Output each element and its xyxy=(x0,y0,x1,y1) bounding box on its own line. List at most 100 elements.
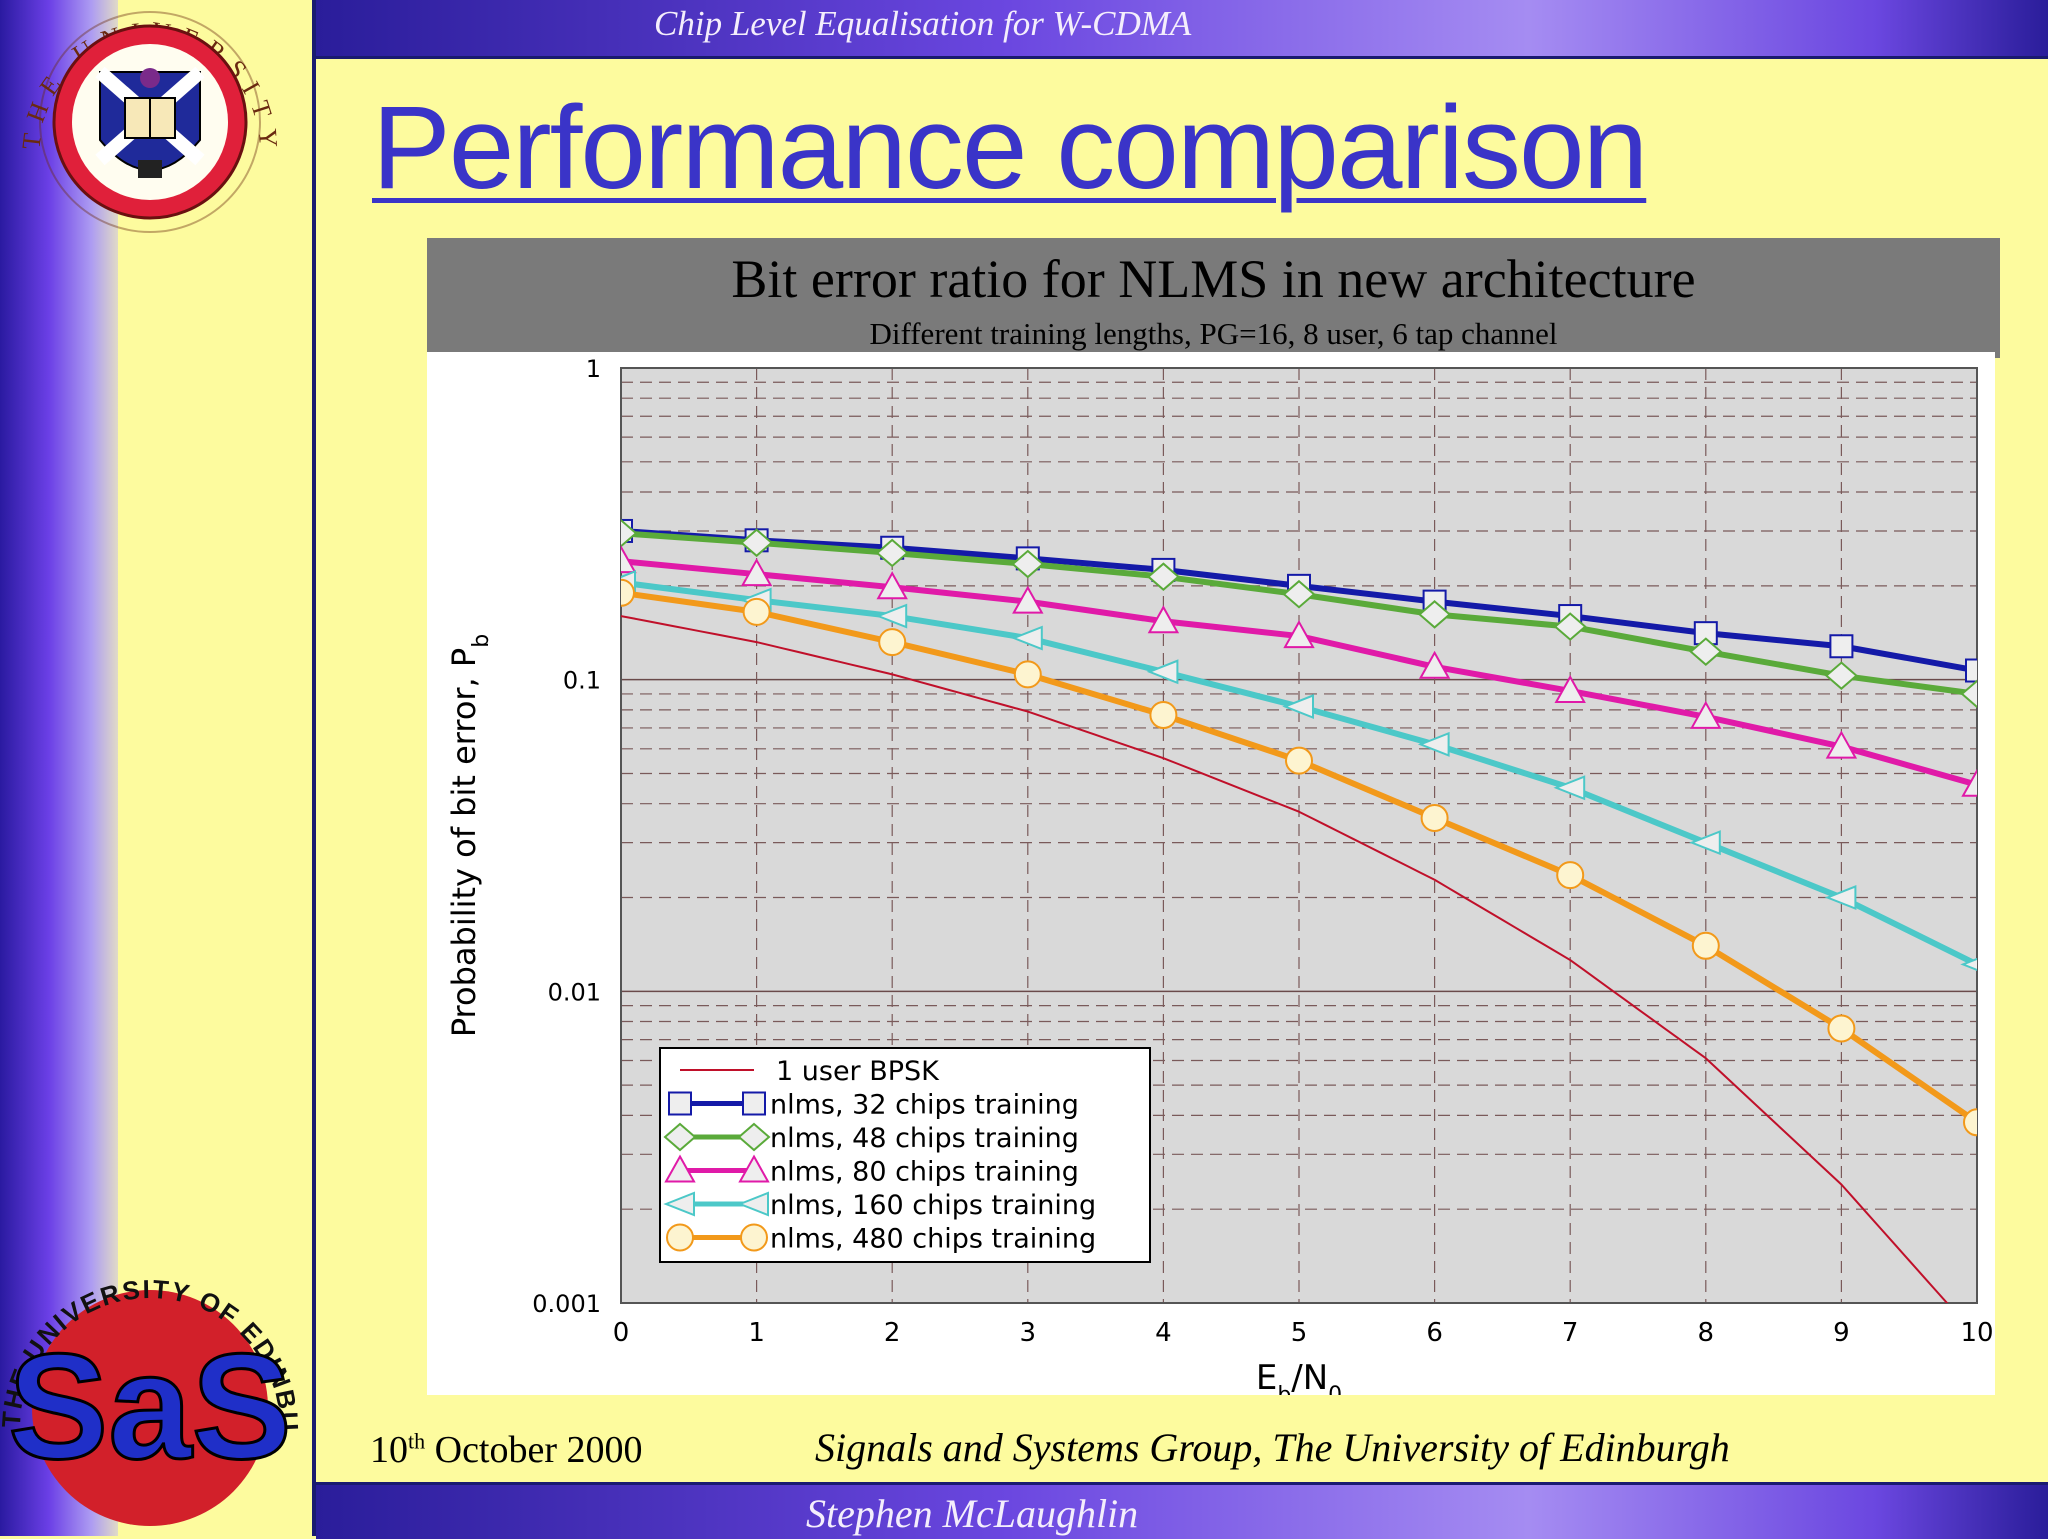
legend-label: nlms, 32 chips training xyxy=(770,1090,1079,1121)
data-point xyxy=(1283,620,1315,649)
y-tick-label: 0.1 xyxy=(563,667,601,695)
x-tick-label: 6 xyxy=(1426,1318,1443,1348)
legend-label: nlms, 48 chips training xyxy=(770,1123,1079,1154)
data-point xyxy=(740,528,774,558)
x-tick-label: 0 xyxy=(613,1318,630,1348)
chart-title: Bit error ratio for NLMS in new architec… xyxy=(731,249,1696,309)
data-point xyxy=(1146,562,1180,592)
sas-group-logo: THE UNIVERSITY OF EDINBURGH · SIGNALS AN… xyxy=(0,1258,300,1526)
data-point xyxy=(1965,658,1977,683)
data-point xyxy=(1827,1014,1856,1043)
data-point xyxy=(1963,1108,1977,1137)
data-point xyxy=(1420,803,1449,832)
data-point xyxy=(1282,694,1314,719)
data-point xyxy=(1417,731,1450,757)
data-point xyxy=(1149,701,1178,730)
chart-area: 0 1 2 3 4 5 6 7 8 9 10 1 0.1 0.01 0.001 Eb/N0 Probabilit… xyxy=(427,352,1995,1408)
header-bar xyxy=(316,0,2048,59)
divider xyxy=(312,0,316,1536)
data-point xyxy=(1689,830,1721,856)
data-point xyxy=(1553,775,1586,801)
legend-marker xyxy=(666,1223,694,1252)
data-point xyxy=(1825,730,1858,759)
x-tick-label: 8 xyxy=(1698,1318,1715,1348)
data-point xyxy=(740,558,773,587)
data-point xyxy=(1285,746,1313,775)
y-tick-label: 0.001 xyxy=(532,1290,601,1318)
page-title: Performance comparison xyxy=(372,82,1648,214)
left-inner-panel xyxy=(118,0,316,1536)
legend-marker xyxy=(664,1154,696,1183)
series-group xyxy=(621,518,1977,709)
data-point xyxy=(1960,957,1977,971)
legend-label: nlms, 160 chips training xyxy=(770,1190,1096,1221)
data-point xyxy=(878,628,907,657)
chart-subtitle: Different training lengths, PG=16, 8 use… xyxy=(869,316,1558,351)
data-point xyxy=(1012,585,1044,614)
y-axis-label: Probability of bit error, Pb xyxy=(445,634,494,1037)
data-point xyxy=(875,603,908,629)
data-point xyxy=(621,518,638,548)
legend-marker xyxy=(740,1223,768,1252)
x-tick-label: 9 xyxy=(1833,1318,1850,1348)
x-tick-label: 7 xyxy=(1562,1318,1579,1348)
header-title: Chip Level Equalisation for W-CDMA xyxy=(654,4,1192,43)
data-point xyxy=(1691,931,1720,960)
x-tick-label: 4 xyxy=(1155,1318,1172,1348)
legend-label: nlms, 480 chips training xyxy=(770,1224,1096,1255)
legend-marker xyxy=(668,1091,692,1116)
data-point xyxy=(621,578,635,607)
footer-date: 10th October 2000 xyxy=(370,1428,643,1471)
legend-marker xyxy=(737,1122,771,1152)
legend-box xyxy=(659,1047,1151,1263)
data-point xyxy=(742,597,771,626)
legend-label: 1 user BPSK xyxy=(776,1056,940,1087)
x-tick-label: 2 xyxy=(884,1318,901,1348)
data-point xyxy=(1554,674,1586,703)
data-point xyxy=(1556,861,1585,890)
legend-marker xyxy=(663,1191,695,1217)
series-group xyxy=(621,615,1949,1303)
data-point xyxy=(1147,605,1180,634)
data-point xyxy=(1011,549,1045,579)
footer-author: Stephen McLaughlin xyxy=(806,1491,1139,1536)
university-crest-logo: THE UNIVERSITY OF EDINBURGH xyxy=(0,0,274,233)
legend-marker xyxy=(737,1191,769,1217)
series-line xyxy=(621,615,1949,1303)
y-tick-label: 1 xyxy=(586,355,601,383)
legend-marker xyxy=(738,1154,770,1183)
x-tick-label: 10 xyxy=(1960,1318,1993,1348)
data-point xyxy=(1960,679,1977,709)
y-tick-label: 0.01 xyxy=(548,978,601,1006)
data-point xyxy=(1689,637,1723,666)
data-point xyxy=(1553,612,1587,641)
ber-chart: 0 1 2 3 4 5 6 7 8 9 10 1 0.1 0.01 0.001 Eb/N0 Probabilit… xyxy=(445,355,1994,1408)
data-point xyxy=(1146,659,1179,685)
legend-label: nlms, 80 chips training xyxy=(770,1157,1079,1188)
left-gradient-stripe xyxy=(0,0,122,1536)
footer-group: Signals and Systems Group, The Universit… xyxy=(815,1425,1730,1470)
x-axis-label: Eb/N0 xyxy=(1256,1358,1342,1395)
data-point xyxy=(1418,600,1452,629)
data-point xyxy=(1282,579,1316,609)
data-point xyxy=(621,545,637,574)
x-tick-label: 5 xyxy=(1291,1318,1308,1348)
x-tick-label: 3 xyxy=(1020,1318,1037,1348)
data-point xyxy=(1824,885,1857,910)
footer-bar xyxy=(316,1482,2048,1539)
data-point xyxy=(1011,625,1043,651)
legend-marker xyxy=(663,1122,697,1152)
data-point xyxy=(1961,768,1977,797)
data-point xyxy=(1829,634,1854,659)
plot-frame xyxy=(620,367,1978,1304)
data-point xyxy=(1690,700,1722,729)
sas-letters: SaS xyxy=(8,1322,292,1490)
legend-marker xyxy=(742,1091,766,1116)
data-point xyxy=(1418,650,1451,679)
data-point xyxy=(1013,660,1042,689)
series-group xyxy=(621,578,1977,1137)
data-point xyxy=(876,571,908,600)
x-tick-label: 1 xyxy=(748,1318,765,1348)
chart-header: Bit error ratio for NLMS in new architec… xyxy=(427,238,2000,358)
series-group xyxy=(621,545,1977,797)
